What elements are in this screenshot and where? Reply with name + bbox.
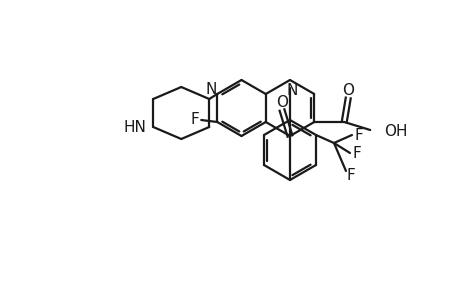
- Text: O: O: [275, 94, 287, 110]
- Text: OH: OH: [383, 124, 407, 140]
- Text: F: F: [346, 167, 355, 182]
- Text: F: F: [352, 146, 361, 160]
- Text: F: F: [190, 112, 199, 128]
- Text: F: F: [354, 128, 363, 142]
- Text: N: N: [205, 82, 217, 97]
- Text: O: O: [341, 82, 353, 98]
- Text: HN: HN: [123, 119, 146, 134]
- Text: N: N: [285, 82, 297, 98]
